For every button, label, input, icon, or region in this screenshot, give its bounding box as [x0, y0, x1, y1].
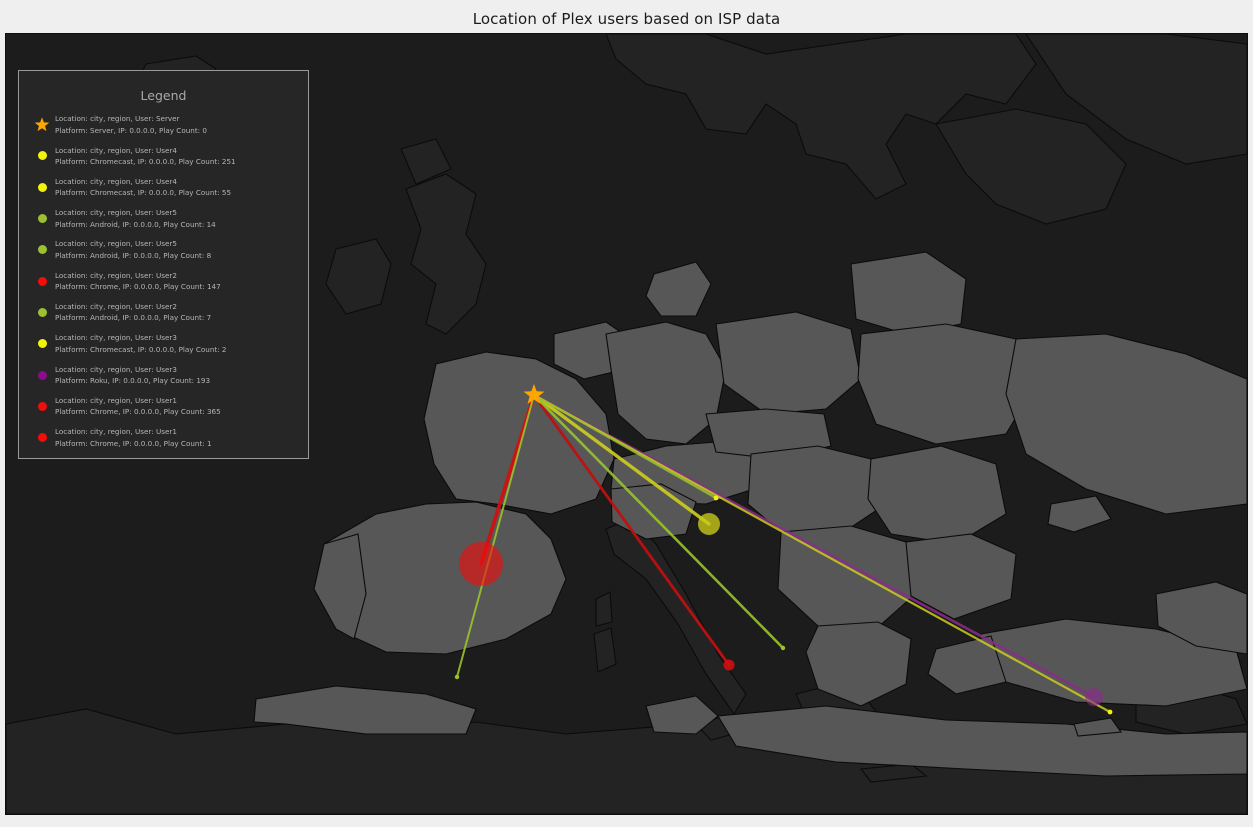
link-user2-android-7 — [532, 393, 785, 650]
link-user4-chromecast-251 — [532, 393, 711, 526]
dot-icon — [37, 401, 47, 411]
legend-marker-cell — [29, 339, 55, 349]
legend-entry-text: Location: city, region, User: User5 Platf… — [55, 207, 216, 230]
legend-entry-platform-meta: Platform: Chromecast, IP: 0.0.0.0, Play … — [55, 156, 236, 166]
legend-entry-text: Location: city, region, User: Server Plat… — [55, 113, 207, 136]
dot-icon — [37, 307, 47, 317]
legend-entry-platform-meta: Platform: Android, IP: 0.0.0.0, Play Cou… — [55, 219, 216, 229]
dot-icon — [37, 182, 47, 192]
legend-entry-platform-meta: Platform: Roku, IP: 0.0.0.0, Play Count:… — [55, 376, 211, 386]
link-user1-chrome-365 — [479, 393, 536, 566]
legend-entry-platform-meta: Platform: Chromecast, IP: 0.0.0.0, Play … — [55, 188, 232, 198]
legend-entry[interactable]: Location: city, region, User: Server Plat… — [19, 109, 308, 140]
map-graphic[interactable]: .land { fill: #575757; stroke: #0b0b0b; … — [6, 34, 1247, 814]
legend-entry[interactable]: Location: city, region, User: User1 Platf… — [19, 422, 308, 453]
legend-entry[interactable]: Location: city, region, User: User5 Platf… — [19, 203, 308, 234]
legend-entry-text: Location: city, region, User: User1 Platf… — [55, 395, 221, 418]
legend-entry-location-user: Location: city, region, User: User4 — [55, 145, 177, 155]
legend-entry-location-user: Location: city, region, User: User1 — [55, 427, 177, 437]
link-user5-android-8 — [456, 394, 535, 678]
link-user3-chromecast-2 — [532, 393, 1112, 714]
legend-entry[interactable]: Location: city, region, User: User3 Platf… — [19, 328, 308, 359]
dot-icon — [37, 339, 47, 349]
legend-entry[interactable]: Location: city, region, User: User2 Platf… — [19, 265, 308, 296]
legend-entry-location-user: Location: city, region, User: User3 — [55, 364, 177, 374]
legend-panel[interactable]: Legend Location: city, region, User: Ser… — [18, 70, 309, 459]
legend-entry-platform-meta: Platform: Chrome, IP: 0.0.0.0, Play Coun… — [55, 407, 221, 417]
legend-marker-cell — [29, 117, 55, 133]
legend-entry-platform-meta: Platform: Server, IP: 0.0.0.0, Play Coun… — [55, 125, 207, 135]
legend-marker-cell — [29, 214, 55, 224]
map-canvas[interactable]: .land { fill: #575757; stroke: #0b0b0b; … — [5, 33, 1248, 815]
legend-entry[interactable]: Location: city, region, User: User4 Platf… — [19, 172, 308, 203]
legend-title: Legend — [140, 88, 187, 103]
legend-entry-list: Location: city, region, User: Server Plat… — [19, 109, 308, 453]
legend-entry-location-user: Location: city, region, User: User5 — [55, 208, 177, 218]
legend-entry[interactable]: Location: city, region, User: User5 Platf… — [19, 234, 308, 265]
legend-entry-text: Location: city, region, User: User2 Platf… — [55, 301, 211, 324]
dot-icon — [37, 151, 47, 161]
legend-entry-location-user: Location: city, region, User: Server — [55, 114, 180, 124]
legend-entry[interactable]: Location: city, region, User: User2 Platf… — [19, 297, 308, 328]
legend-entry-location-user: Location: city, region, User: User3 — [55, 333, 177, 343]
marker-user3-roku-193[interactable] — [1085, 688, 1103, 706]
legend-entry-platform-meta: Platform: Android, IP: 0.0.0.0, Play Cou… — [55, 313, 212, 323]
legend-entry-text: Location: city, region, User: User1 Platf… — [55, 426, 212, 449]
legend-marker-cell — [29, 182, 55, 192]
landmass-group-light — [253, 251, 1247, 777]
page-title: Location of Plex users based on ISP data — [472, 10, 781, 28]
legend-marker-cell — [29, 370, 55, 380]
star-icon[interactable] — [523, 384, 545, 404]
location-markers-group[interactable] — [454, 495, 1113, 715]
legend-entry[interactable]: Location: city, region, User: User4 Platf… — [19, 140, 308, 171]
legend-entry-text: Location: city, region, User: User4 Platf… — [55, 176, 231, 199]
legend-marker-cell — [29, 276, 55, 286]
dot-icon — [37, 245, 47, 255]
marker-user2-chrome-147[interactable] — [723, 659, 735, 671]
marker-user4-chromecast-55[interactable] — [713, 495, 719, 501]
marker-user4-chromecast-251[interactable] — [698, 513, 720, 535]
legend-entry-text: Location: city, region, User: User4 Platf… — [55, 145, 236, 168]
dot-icon — [37, 214, 47, 224]
marker-user1-chrome-365[interactable] — [459, 542, 503, 586]
marker-user2-android-7[interactable] — [780, 645, 786, 651]
legend-marker-cell — [29, 401, 55, 411]
legend-entry-text: Location: city, region, User: User3 Platf… — [55, 364, 210, 387]
legend-entry-platform-meta: Platform: Chromecast, IP: 0.0.0.0, Play … — [55, 344, 227, 354]
legend-marker-cell — [29, 245, 55, 255]
marker-user5-android-8[interactable] — [454, 674, 460, 680]
legend-entry[interactable]: Location: city, region, User: User1 Platf… — [19, 391, 308, 422]
legend-entry[interactable]: Location: city, region, User: User3 Platf… — [19, 359, 308, 390]
dot-icon — [37, 276, 47, 286]
star-icon — [34, 117, 50, 131]
legend-entry-location-user: Location: city, region, User: User1 — [55, 395, 177, 405]
connection-lines-group — [456, 393, 1112, 714]
legend-entry-text: Location: city, region, User: User3 Platf… — [55, 332, 226, 355]
legend-marker-cell — [29, 307, 55, 317]
legend-entry-platform-meta: Platform: Android, IP: 0.0.0.0, Play Cou… — [55, 250, 212, 260]
legend-entry-platform-meta: Platform: Chrome, IP: 0.0.0.0, Play Coun… — [55, 282, 221, 292]
marker-user3-chromecast-2[interactable] — [1107, 709, 1113, 715]
legend-entry-text: Location: city, region, User: User2 Platf… — [55, 270, 221, 293]
link-user5-android-14 — [532, 393, 718, 500]
dot-icon — [37, 370, 47, 380]
legend-entry-text: Location: city, region, User: User5 Platf… — [55, 238, 211, 261]
server-hub-star[interactable] — [523, 384, 545, 404]
legend-entry-location-user: Location: city, region, User: User4 — [55, 176, 177, 186]
legend-marker-cell — [29, 151, 55, 161]
legend-entry-platform-meta: Platform: Chrome, IP: 0.0.0.0, Play Coun… — [55, 438, 212, 448]
legend-marker-cell — [29, 433, 55, 443]
legend-entry-location-user: Location: city, region, User: User2 — [55, 270, 177, 280]
legend-entry-location-user: Location: city, region, User: User2 — [55, 302, 177, 312]
legend-entry-location-user: Location: city, region, User: User5 — [55, 239, 177, 249]
link-user2-chrome-147 — [532, 393, 731, 667]
dot-icon — [37, 433, 47, 443]
